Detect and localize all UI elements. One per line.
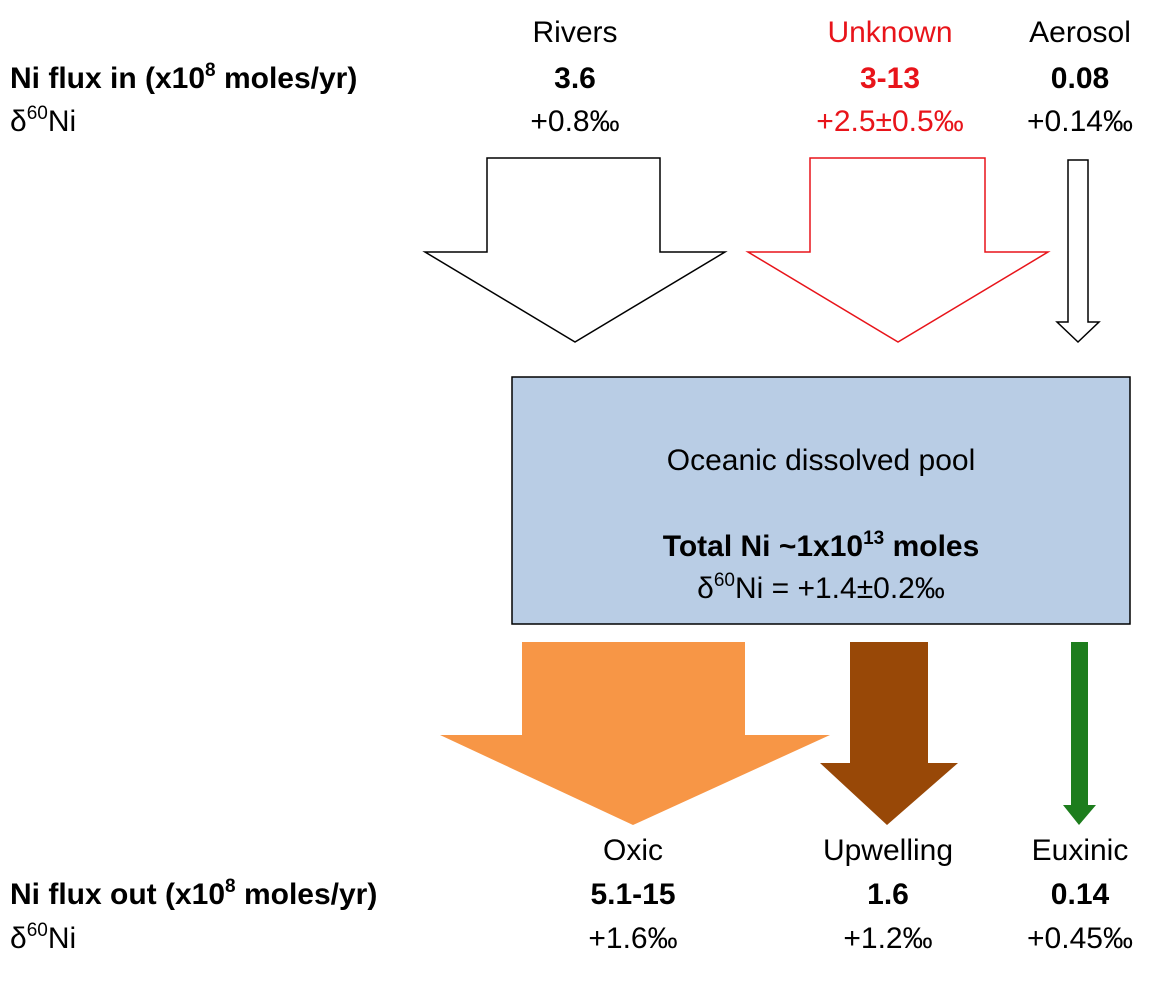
symbol: δ [10,922,27,955]
pool-title: Oceanic dissolved pool [667,444,976,477]
total-tail: moles [884,530,979,563]
sink-name: Upwelling [823,834,953,867]
source-name: Rivers [532,16,617,49]
sink-isotope: +1.2‰ [843,922,932,955]
source-isotope: +0.14‰ [1027,105,1133,138]
source-isotope: +0.8‰ [530,105,619,138]
isotope-label: δ60Ni [10,920,76,955]
isotope-label: δ60Ni [10,103,76,138]
row-label: Ni flux out (x108 moles/yr) [10,876,377,911]
sink-name: Oxic [603,834,663,867]
output-arrow [440,642,830,825]
tail: Ni [48,105,76,138]
total-sup: 13 [863,528,884,549]
sup: 60 [27,920,48,941]
sink-name: Euxinic [1032,834,1129,867]
source-isotope: +2.5±0.5‰ [816,105,963,138]
symbol: δ [697,572,714,605]
row-label: Ni flux in (x108 moles/yr) [10,60,357,95]
sink-isotope: +1.6‰ [588,922,677,955]
source-flux: 3-13 [860,62,920,95]
sup: 60 [714,570,735,591]
label-sup: 8 [225,876,236,897]
symbol: δ [10,105,27,138]
input-arrow [745,157,1051,343]
pool-total: Total Ni ~1x1013 moles [663,528,980,563]
label-sup: 8 [205,60,216,81]
sink-flux: 1.6 [867,878,909,911]
label-tail: moles/yr) [216,62,358,95]
label-tail: moles/yr) [236,878,378,911]
input-arrow [1055,159,1101,344]
sup: 60 [27,103,48,124]
source-flux: 0.08 [1051,62,1109,95]
sink-flux: 0.14 [1051,878,1110,911]
source-name: Unknown [827,16,952,49]
label-text: Ni flux out (x10 [10,878,225,911]
source-flux: 3.6 [554,62,596,95]
tail: Ni [48,922,76,955]
tail: Ni = +1.4±0.2‰ [735,572,945,605]
pool-box [511,376,1131,625]
output-arrow [820,642,958,825]
pool-isotope: δ60Ni = +1.4±0.2‰ [697,570,945,605]
input-arrow [422,157,728,343]
source-name: Aerosol [1029,16,1131,49]
total-text: Total Ni ~1x10 [663,530,863,563]
output-arrow [1063,642,1096,825]
sink-flux: 5.1-15 [590,878,675,911]
sink-isotope: +0.45‰ [1027,922,1133,955]
label-text: Ni flux in (x10 [10,62,205,95]
